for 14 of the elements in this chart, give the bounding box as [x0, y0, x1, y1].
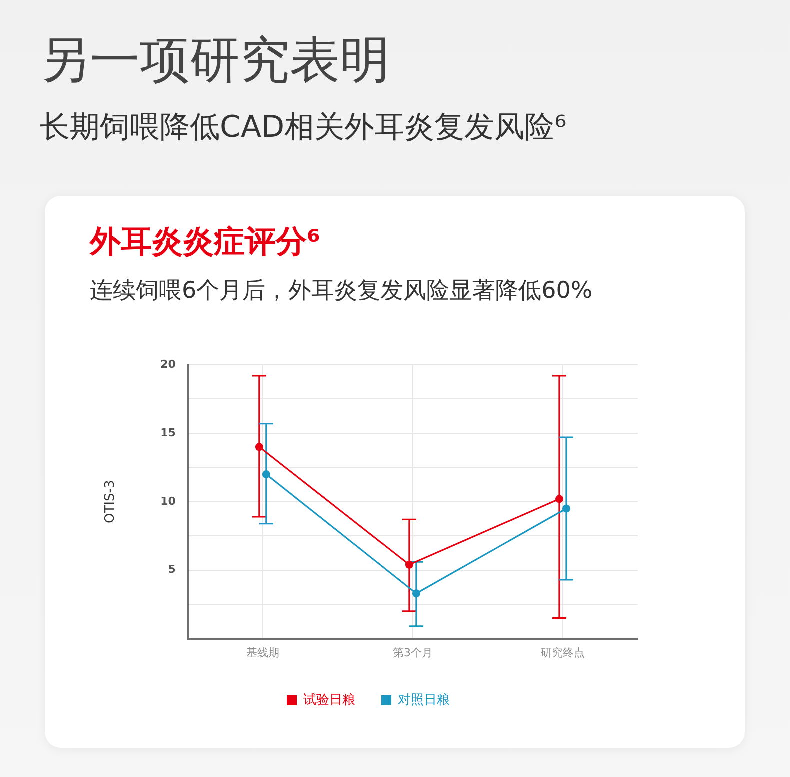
- text: 长期饲喂降低CAD相关外耳炎复发风险⁶: [40, 110, 567, 146]
- y-tick-label: 5: [168, 563, 176, 576]
- x-tick-label: 第3个月: [392, 646, 433, 660]
- legend-label: 试验日粮: [304, 692, 356, 708]
- x-tick-label: 基线期: [246, 646, 280, 660]
- chart-title: 外耳炎炎症评分⁶: [90, 224, 321, 262]
- text: 另一项研究表明: [40, 30, 390, 90]
- chart-subtitle: 连续饲喂6个月后，外耳炎复发风险显著降低60%: [90, 278, 593, 306]
- y-tick-label: 10: [160, 494, 176, 508]
- y-tick-label: 15: [160, 426, 176, 440]
- legend-label: 对照日粮: [398, 692, 450, 708]
- y-axis-title: OTIS-3: [103, 480, 118, 524]
- y-tick-label: 20: [160, 358, 176, 371]
- x-tick-label: 研究终点: [540, 646, 585, 660]
